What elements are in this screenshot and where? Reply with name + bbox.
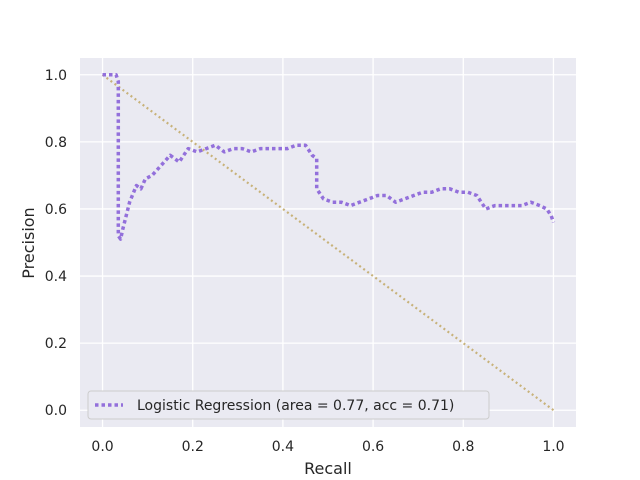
- x-tick-label: 0.2: [182, 439, 204, 455]
- grid-lines: [80, 58, 576, 427]
- x-tick-label: 0.0: [91, 439, 113, 455]
- y-axis-label: Precision: [19, 207, 38, 278]
- x-tick-label: 0.8: [452, 439, 474, 455]
- y-tick-label: 0.8: [45, 135, 67, 151]
- series-line-logistic-regression: [102, 73, 556, 241]
- x-tick-label: 0.6: [362, 439, 384, 455]
- x-tick-labels: 0.0 0.2 0.4 0.6 0.8 1.0: [91, 439, 564, 455]
- legend-box: [87, 390, 490, 420]
- legend: Logistic Regression (area = 0.77, acc = …: [87, 390, 490, 420]
- series-layer: [101, 73, 556, 412]
- y-tick-labels: 0.0 0.2 0.4 0.6 0.8 1.0: [45, 68, 67, 419]
- y-tick-label: 0.2: [45, 336, 67, 352]
- series-line-no-skill-baseline: [101, 73, 555, 412]
- y-tick-label: 0.0: [45, 403, 67, 419]
- y-tick-label: 0.4: [45, 269, 67, 285]
- y-tick-label: 0.6: [45, 202, 67, 218]
- x-tick-label: 0.4: [272, 439, 294, 455]
- y-tick-label: 1.0: [45, 68, 67, 84]
- x-tick-label: 1.0: [542, 439, 564, 455]
- x-axis-label: Recall: [304, 459, 352, 478]
- legend-label: Logistic Regression (area = 0.77, acc = …: [137, 398, 454, 414]
